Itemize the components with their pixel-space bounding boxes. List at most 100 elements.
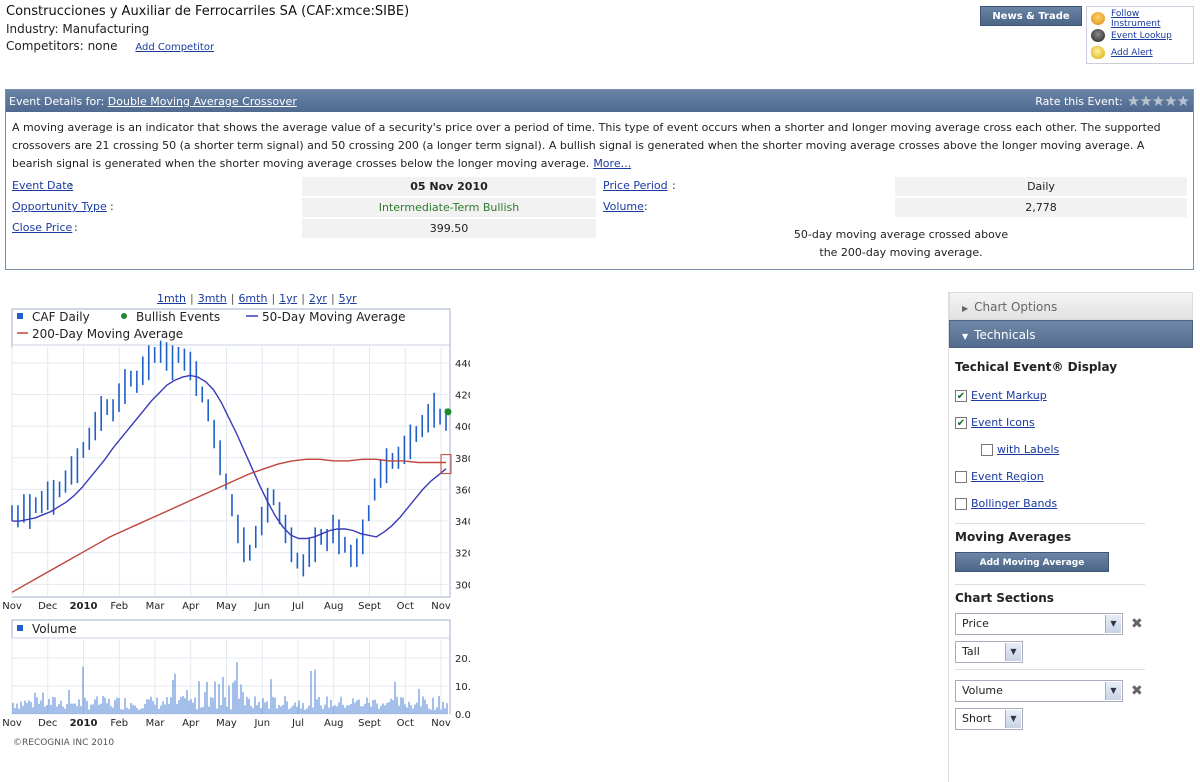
competitors-value: none xyxy=(87,39,118,53)
section-1-value: Price xyxy=(962,617,989,630)
x-tick-label: Nov xyxy=(431,718,451,729)
competitors-label: Competitors: xyxy=(6,39,84,53)
add-alert-action[interactable]: Add Alert xyxy=(1091,44,1189,61)
with-labels-label[interactable]: with Labels xyxy=(997,443,1060,456)
chart-options-header[interactable]: ▶ Chart Options xyxy=(949,292,1193,320)
with-labels-option[interactable]: with Labels xyxy=(955,436,1187,463)
bollinger-checkbox[interactable] xyxy=(955,497,967,510)
close-price-value: 399.50 xyxy=(302,219,596,238)
section-2-value: Volume xyxy=(962,684,1003,697)
price-period-label[interactable]: Price Period xyxy=(603,179,668,192)
period-3mth[interactable]: 3mth xyxy=(197,292,227,305)
section-1-size-value: Tall xyxy=(962,645,980,658)
divider xyxy=(955,669,1145,670)
event-region-checkbox[interactable] xyxy=(955,470,967,483)
legend-label: Bullish Events xyxy=(136,310,220,324)
chevron-down-icon: ▼ xyxy=(1005,710,1021,728)
period-6mth[interactable]: 6mth xyxy=(238,292,268,305)
x-tick-label: Nov xyxy=(2,718,22,729)
event-lookup-link[interactable]: Event Lookup xyxy=(1111,30,1172,41)
price-plot-frame xyxy=(11,308,451,598)
x-tick-label: Aug xyxy=(324,601,344,612)
event-description-text: A moving average is an indicator that sh… xyxy=(12,121,1161,170)
x-tick-label: Jul xyxy=(291,601,304,612)
y-tick-label: 10.0k xyxy=(455,682,470,693)
period-5yr[interactable]: 5yr xyxy=(338,292,357,305)
price-plot: Nov Dec 2010 Feb Mar Apr May Jun Jul Aug Sept Oct No… xyxy=(2,308,470,612)
section-2-select[interactable]: Volume ▼ xyxy=(955,680,1123,702)
instrument-title: Construcciones y Auxiliar de Ferrocarril… xyxy=(6,4,410,19)
event-lookup-action[interactable]: Event Lookup xyxy=(1091,27,1189,44)
remove-section-2-icon[interactable]: ✖ xyxy=(1131,683,1143,699)
volume-label[interactable]: Volume xyxy=(603,200,644,213)
rate-label: Rate this Event: xyxy=(1035,94,1123,108)
section-1-select[interactable]: Price ▼ xyxy=(955,613,1123,635)
triangle-down-icon: ▼ xyxy=(962,332,969,341)
event-markup-label[interactable]: Event Markup xyxy=(971,389,1047,402)
with-labels-checkbox[interactable] xyxy=(981,443,993,456)
x-tick-label: 2010 xyxy=(70,601,98,612)
bollinger-option[interactable]: Bollinger Bands xyxy=(955,490,1187,517)
technicals-header[interactable]: ▼ Technicals xyxy=(949,320,1193,348)
x-tick-label: Dec xyxy=(38,601,57,612)
event-region-label[interactable]: Event Region xyxy=(971,470,1044,483)
instrument-header: Construcciones y Auxiliar de Ferrocarril… xyxy=(6,4,409,56)
event-icons-option[interactable]: ✔ Event Icons xyxy=(955,409,1187,436)
news-trade-button[interactable]: News & Trade xyxy=(980,6,1082,26)
event-icons-checkbox[interactable]: ✔ xyxy=(955,416,967,429)
summary-line-2: the 200-day moving average. xyxy=(819,246,983,259)
opportunity-type-label[interactable]: Opportunity Type xyxy=(12,200,107,213)
price-volume-chart[interactable]: Nov Dec 2010 Feb Mar Apr May Jun Jul Aug Sept Oct No… xyxy=(0,305,470,730)
chevron-down-icon: ▼ xyxy=(1105,682,1121,700)
instrument-actions: Follow Instrument Event Lookup Add Alert xyxy=(1086,6,1194,64)
summary-line-1: 50-day moving average crossed above xyxy=(793,228,1009,241)
add-competitor-link[interactable]: Add Competitor xyxy=(135,42,215,53)
legend-marker-volume xyxy=(17,625,23,631)
period-1mth[interactable]: 1mth xyxy=(157,292,186,305)
more-link[interactable]: More... xyxy=(593,157,632,170)
x-tick-label: Jun xyxy=(253,601,270,612)
section-2-size-select[interactable]: Short ▼ xyxy=(955,708,1023,730)
volume-plot: Volume 0.0k 10.0k 20.0k Nov Dec 2010 Feb Mar Apr M… xyxy=(2,619,470,729)
x-tick-label: 2010 xyxy=(70,718,98,729)
chart-options-label: Chart Options xyxy=(974,300,1058,314)
x-tick-label: May xyxy=(216,718,237,729)
event-icons-label[interactable]: Event Icons xyxy=(971,416,1035,429)
add-moving-average-button[interactable]: Add Moving Average xyxy=(955,552,1109,572)
x-tick-label: Jun xyxy=(253,718,270,729)
y-tick-label: 420 xyxy=(455,390,470,401)
event-type-link[interactable]: Double Moving Average Crossover xyxy=(107,94,297,108)
rate-event: Rate this Event: ★★★★★ xyxy=(1035,92,1190,110)
bollinger-label[interactable]: Bollinger Bands xyxy=(971,497,1058,510)
industry-label: Industry: xyxy=(6,22,59,36)
divider xyxy=(955,584,1145,585)
period-2yr[interactable]: 2yr xyxy=(308,292,327,305)
y-tick-label: 0.0k xyxy=(455,710,470,721)
chart-sections-title: Chart Sections xyxy=(955,591,1054,605)
technicals-body: Techical Event® Display ✔ Event Markup ✔… xyxy=(949,348,1193,742)
event-markup-checkbox[interactable]: ✔ xyxy=(955,389,967,402)
x-tick-label: Sept xyxy=(358,601,381,612)
x-tick-label: Mar xyxy=(146,718,166,729)
remove-section-1-icon[interactable]: ✖ xyxy=(1131,616,1143,632)
period-1yr[interactable]: 1yr xyxy=(279,292,298,305)
chevron-down-icon: ▼ xyxy=(1105,615,1121,633)
rating-stars-icon[interactable]: ★★★★★ xyxy=(1126,92,1190,110)
lookup-icon xyxy=(1091,29,1105,42)
volume-value: 2,778 xyxy=(895,198,1187,217)
close-price-label[interactable]: Close Price xyxy=(12,221,73,234)
x-tick-label: Oct xyxy=(397,601,414,612)
ma-50-line xyxy=(12,374,447,540)
event-markup-option[interactable]: ✔ Event Markup xyxy=(955,382,1187,409)
y-tick-label: 360 xyxy=(455,485,470,496)
x-tick-label: Sept xyxy=(358,718,381,729)
legend-label: 200-Day Moving Average xyxy=(32,327,183,341)
follow-instrument-action[interactable]: Follow Instrument xyxy=(1091,8,1189,29)
chart-settings-panel: ▶ Chart Options ▼ Technicals Techical Even… xyxy=(948,292,1193,782)
section-1-size-select[interactable]: Tall ▼ xyxy=(955,641,1023,663)
follow-instrument-link[interactable]: Follow Instrument xyxy=(1111,8,1161,29)
bullish-event-marker xyxy=(444,408,452,416)
event-date-label[interactable]: Event Date xyxy=(12,179,74,192)
event-region-option[interactable]: Event Region xyxy=(955,463,1187,490)
add-alert-link[interactable]: Add Alert xyxy=(1111,47,1153,58)
